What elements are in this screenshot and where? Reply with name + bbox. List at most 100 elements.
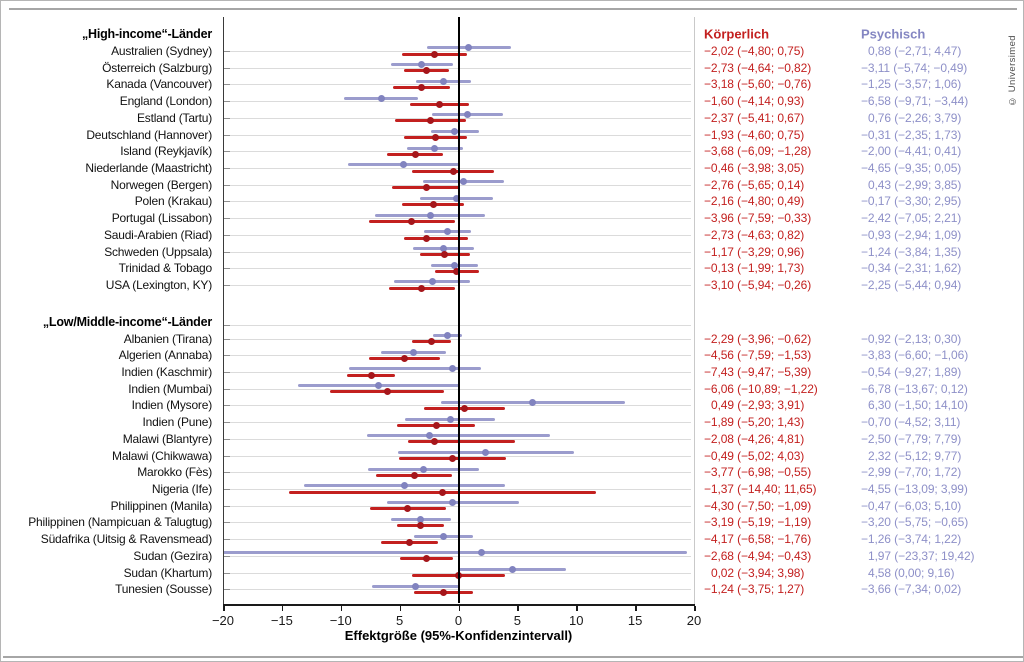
point-physical	[423, 555, 431, 563]
value-mental: −0,93 (−2,94; 1,09)	[861, 227, 962, 242]
value-physical: −3,18 (−5,60; −0,76)	[704, 77, 812, 92]
point-physical	[431, 50, 439, 58]
point-physical	[441, 251, 449, 259]
x-tick-label: 0	[454, 613, 463, 628]
row-axis-tick	[223, 324, 230, 326]
value-mental: 2,32 (−5,12; 9,77)	[868, 448, 962, 463]
row-axis-tick	[223, 251, 230, 253]
row-gridline	[223, 84, 691, 86]
value-physical: −1,93 (−4,60; 0,75)	[704, 127, 805, 142]
row-axis-tick	[223, 134, 230, 136]
row-gridline	[223, 218, 691, 220]
country-label: Indien (Kaschmir)	[121, 364, 212, 379]
point-mental	[418, 61, 426, 69]
ci-bar-mental	[223, 551, 688, 555]
value-mental: −4,65 (−9,35; 0,05)	[861, 161, 962, 176]
row-axis-tick	[223, 168, 230, 170]
value-mental: −6,78 (−13,67; 0,12)	[861, 381, 968, 396]
value-mental: −2,99 (−7,70; 1,72)	[861, 465, 962, 480]
country-label: Estland (Tartu)	[136, 110, 212, 125]
row-axis-tick	[223, 117, 230, 119]
row-gridline	[223, 422, 691, 424]
value-mental: −6,58 (−9,71; −3,44)	[861, 94, 969, 109]
country-label: Philippinen (Nampicuan & Talugtug)	[28, 515, 212, 530]
value-physical: −7,43 (−9,47; −5,39)	[704, 364, 812, 379]
row-gridline	[223, 251, 691, 253]
point-physical	[422, 234, 430, 242]
row-axis-tick	[223, 438, 230, 440]
country-label: Südafrika (Uitsig & Ravensmead)	[40, 532, 212, 547]
value-mental: −0,70 (−4,52; 3,11)	[861, 415, 961, 430]
row-axis-tick	[223, 218, 230, 220]
value-mental: −0,47 (−6,03; 5,10)	[861, 498, 962, 513]
point-physical	[367, 371, 375, 379]
row-axis-tick	[223, 405, 230, 407]
row-gridline	[223, 338, 691, 340]
value-physical: −0,49 (−5,02; 4,03)	[704, 448, 805, 463]
point-physical	[401, 354, 409, 362]
row-axis-tick	[223, 539, 230, 541]
point-mental	[440, 77, 448, 85]
row-axis-tick	[223, 268, 230, 270]
point-mental	[444, 228, 452, 236]
value-physical: −2,73 (−4,64; −0,82)	[704, 60, 812, 75]
x-tick-label: −10	[329, 613, 352, 628]
value-mental: −3,20 (−5,75; −0,65)	[861, 515, 969, 530]
row-axis-tick	[223, 422, 230, 424]
value-physical: −2,73 (−4,63; 0,82)	[704, 227, 805, 242]
row-axis-tick	[223, 455, 230, 457]
point-physical	[417, 522, 425, 530]
point-mental	[508, 565, 516, 573]
value-physical: −3,10 (−5,94; −0,26)	[704, 278, 812, 293]
x-tick-label: −15	[270, 613, 293, 628]
point-physical	[411, 150, 419, 158]
country-label: Tunesien (Sousse)	[115, 582, 212, 597]
row-gridline	[223, 184, 691, 186]
country-label: Algerien (Annaba)	[118, 348, 213, 363]
y-axis-line	[223, 17, 224, 604]
plot-right-border	[694, 17, 695, 604]
point-physical	[453, 267, 461, 275]
value-physical: −1,17 (−3,29; 0,96)	[704, 244, 805, 259]
value-physical: −1,24 (−3,75; 1,27)	[704, 582, 805, 597]
value-physical: −2,16 (−4,80; 0,49)	[704, 194, 805, 209]
row-axis-tick	[223, 388, 230, 390]
value-physical: −2,08 (−4,26; 4,81)	[704, 431, 805, 446]
x-tick	[635, 606, 637, 611]
x-tick	[281, 606, 284, 611]
point-mental	[450, 261, 458, 269]
value-physical: −2,29 (−3,96; −0,62)	[704, 331, 812, 346]
x-tick	[576, 606, 578, 611]
row-axis-tick	[223, 151, 230, 153]
value-physical: −1,89 (−5,20; 1,43)	[704, 415, 805, 430]
x-tick-label: −20	[211, 613, 235, 628]
row-gridline	[223, 151, 691, 153]
x-tick-label: 20	[686, 613, 702, 628]
section-header: „Low/Middle-income“-Länder	[42, 314, 212, 329]
country-label: Albanien (Tirana)	[123, 331, 212, 346]
ci-bar-mental	[349, 367, 481, 371]
value-mental: 4,58 (0,00; 9,16)	[868, 565, 955, 580]
x-tick-label: 10	[569, 613, 584, 628]
point-mental	[451, 128, 459, 135]
row-axis-tick	[223, 555, 230, 557]
point-mental	[417, 515, 425, 523]
row-gridline	[223, 589, 691, 591]
value-physical: −4,17 (−6,58; −1,76)	[704, 532, 812, 547]
x-tick	[458, 606, 460, 611]
country-label: Saudi-Arabien (Riad)	[103, 227, 212, 242]
country-label: Island (Reykjavík)	[120, 144, 212, 159]
point-mental	[478, 549, 486, 557]
point-mental	[444, 331, 452, 339]
x-axis-line	[223, 604, 695, 606]
x-tick	[399, 606, 402, 611]
country-label: Indien (Mysore)	[131, 398, 213, 413]
row-gridline	[223, 405, 691, 407]
x-tick	[517, 606, 519, 611]
value-mental: −2,50 (−7,79; 7,79)	[861, 431, 962, 446]
point-physical	[440, 588, 448, 596]
point-physical	[418, 284, 426, 292]
value-mental: 6,30 (−1,50; 14,10)	[868, 398, 968, 413]
value-physical: −2,68 (−4,94; −0,43)	[704, 548, 812, 563]
